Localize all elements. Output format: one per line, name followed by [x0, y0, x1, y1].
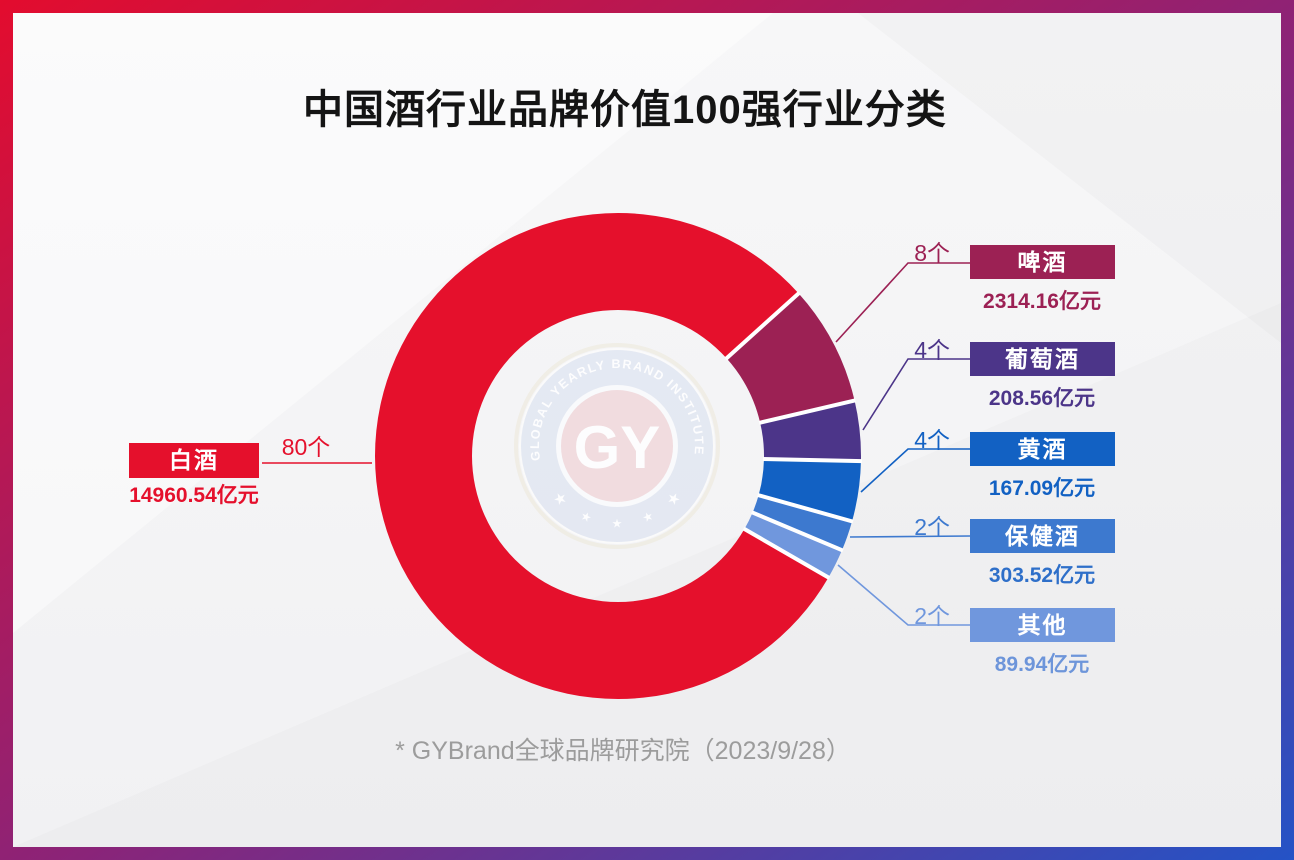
- star-icon: ★: [612, 516, 623, 530]
- donut-segment: [760, 400, 861, 462]
- category-label-box: 保健酒: [970, 519, 1115, 553]
- donut-segment: [374, 213, 829, 700]
- segment-separator: [742, 526, 831, 580]
- category-label-box: 葡萄酒: [970, 342, 1115, 376]
- category-value: 2314.16亿元: [983, 290, 1101, 313]
- category-count: 2个: [914, 603, 950, 629]
- segment-separator: [762, 457, 862, 464]
- category-label-box: 黄酒: [970, 432, 1115, 466]
- badge-outer-cream-ring: [514, 343, 720, 549]
- category-label-box: 啤酒: [970, 245, 1115, 279]
- page-title: 中国酒行业品牌价值100强行业分类: [303, 88, 947, 132]
- donut-segment: [744, 512, 843, 578]
- category-count: 8个: [914, 240, 950, 266]
- donut-segment: [752, 495, 853, 551]
- category-count: 4个: [914, 427, 950, 453]
- category-count: 2个: [914, 514, 950, 540]
- segment-separator: [750, 510, 844, 553]
- category-value: 14960.54亿元: [129, 484, 259, 507]
- segment-separator: [758, 398, 857, 425]
- connector-lines: [262, 262, 971, 626]
- badge-monogram: GY: [574, 414, 661, 481]
- connector-line: [849, 535, 971, 538]
- category-count: 80个: [281, 434, 331, 460]
- category-value: 167.09亿元: [988, 477, 1096, 500]
- donut-segments: [374, 213, 862, 700]
- category-label-box: 白酒: [129, 443, 259, 478]
- chart-canvas: GLOBAL YEARLY BRAND INSTITUTE GY ★ ★ ★ ★ ★ 中…: [13, 13, 1281, 847]
- badge-center-circle: [561, 390, 673, 502]
- donut-segment: [726, 293, 855, 423]
- connector-line: [835, 262, 970, 343]
- star-icon: ★: [640, 508, 655, 525]
- category-value: 303.52亿元: [988, 564, 1096, 587]
- segment-separator: [724, 291, 801, 361]
- donut-chart: GLOBAL YEARLY BRAND INSTITUTE GY ★★ ★ ★★: [13, 13, 971, 700]
- segment-separator: [757, 493, 854, 524]
- donut-segment: [758, 459, 861, 522]
- connector-line: [860, 448, 970, 493]
- category-label-box: 其他: [970, 608, 1115, 642]
- source-footnote: * GYBrand全球品牌研究院（2023/9/28）: [395, 737, 851, 765]
- category-value: 89.94亿元: [994, 653, 1090, 676]
- background-facets: [13, 13, 773, 633]
- connector-line: [862, 358, 970, 431]
- star-icon: ★: [578, 508, 593, 525]
- connector-line: [837, 564, 970, 626]
- category-count: 4个: [914, 337, 950, 363]
- category-value: 208.56亿元: [988, 387, 1096, 410]
- gy-institute-watermark-badge: GLOBAL YEARLY BRAND INSTITUTE GY ★★ ★ ★★: [514, 343, 720, 549]
